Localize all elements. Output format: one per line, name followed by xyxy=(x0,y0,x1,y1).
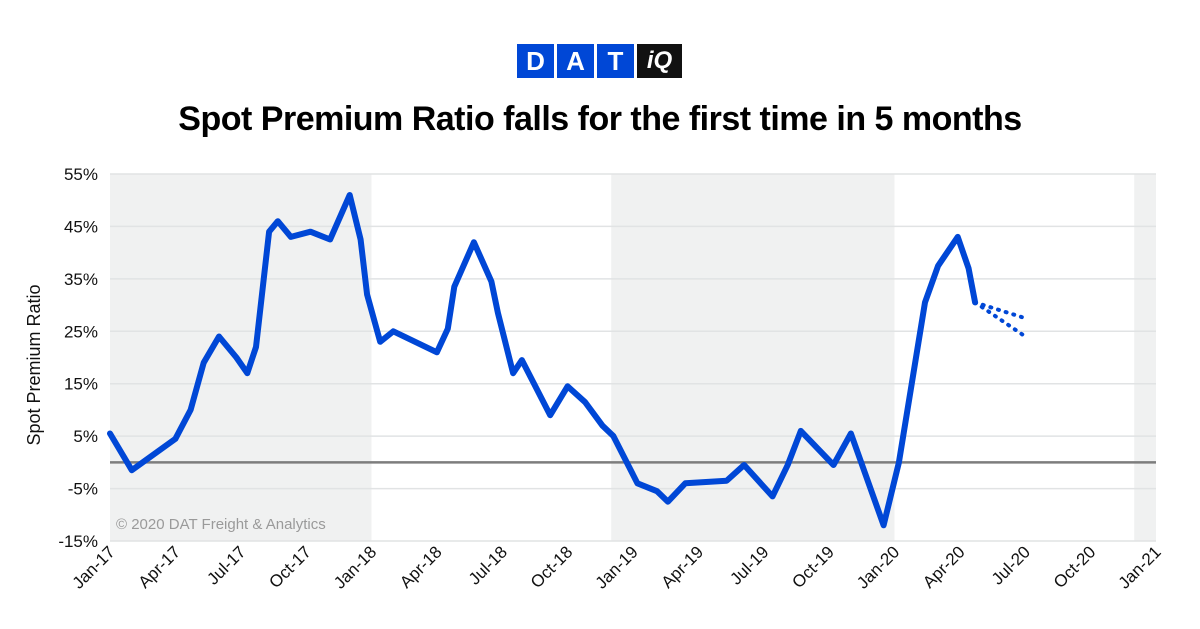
series-lines xyxy=(107,192,1028,529)
x-tick-label: Oct-18 xyxy=(527,542,577,592)
spot-premium-line xyxy=(107,192,979,529)
x-tick-label: Jan-18 xyxy=(330,542,380,592)
y-tick-label: 15% xyxy=(64,375,98,394)
x-tick-label: Jan-20 xyxy=(853,542,903,592)
x-tick-label: Jan-21 xyxy=(1115,542,1165,592)
y-axis-label: Spot Premium Ratio xyxy=(24,284,44,445)
x-axis-ticks: Jan-17 Apr-17 Jul-17 Oct-17 Jan-18 Apr-18 Jul-… xyxy=(69,542,1165,592)
shaded-band-0 xyxy=(110,174,372,541)
x-tick-label: Apr-20 xyxy=(919,542,969,592)
shaded-band-1 xyxy=(611,174,895,541)
x-tick-label: Oct-17 xyxy=(265,542,315,592)
x-tick-label: Jul-18 xyxy=(465,542,511,588)
logo-letter-d: D xyxy=(517,44,554,78)
x-tick-label: Apr-17 xyxy=(135,542,185,592)
x-tick-label: Apr-19 xyxy=(658,542,708,592)
y-tick-label: 5% xyxy=(73,427,98,446)
dat-iq-logo: D A T iQ xyxy=(517,44,682,78)
x-tick-label: Oct-19 xyxy=(788,542,838,592)
y-tick-label: 35% xyxy=(64,270,98,289)
x-tick-label: Apr-18 xyxy=(396,542,446,592)
shaded-bands xyxy=(110,174,1156,541)
x-tick-label: Jul-17 xyxy=(203,542,249,588)
forecast-line-1 xyxy=(973,300,1028,321)
x-tick-label: Jan-19 xyxy=(592,542,642,592)
x-tick-label: Oct-20 xyxy=(1050,542,1100,592)
y-tick-label: -15% xyxy=(58,532,98,551)
y-tick-label: 25% xyxy=(64,322,98,341)
logo-iq: iQ xyxy=(637,44,682,78)
gridlines xyxy=(110,173,1156,542)
logo-letter-a: A xyxy=(557,44,594,78)
y-tick-label: -5% xyxy=(68,480,98,499)
logo-letter-t: T xyxy=(597,44,634,78)
y-tick-label: 45% xyxy=(64,217,98,236)
forecast-line-2 xyxy=(973,300,1028,339)
y-tick-label: 55% xyxy=(64,165,98,184)
chart-title: Spot Premium Ratio falls for the first t… xyxy=(178,100,1022,138)
y-axis-ticks: 55% 45% 35% 25% 15% 5% -5% -15% xyxy=(58,165,98,551)
copyright-text: © 2020 DAT Freight & Analytics xyxy=(116,516,326,533)
x-tick-label: Jul-19 xyxy=(726,542,772,588)
shaded-band-2 xyxy=(1134,174,1156,541)
x-tick-label: Jul-20 xyxy=(988,542,1034,588)
